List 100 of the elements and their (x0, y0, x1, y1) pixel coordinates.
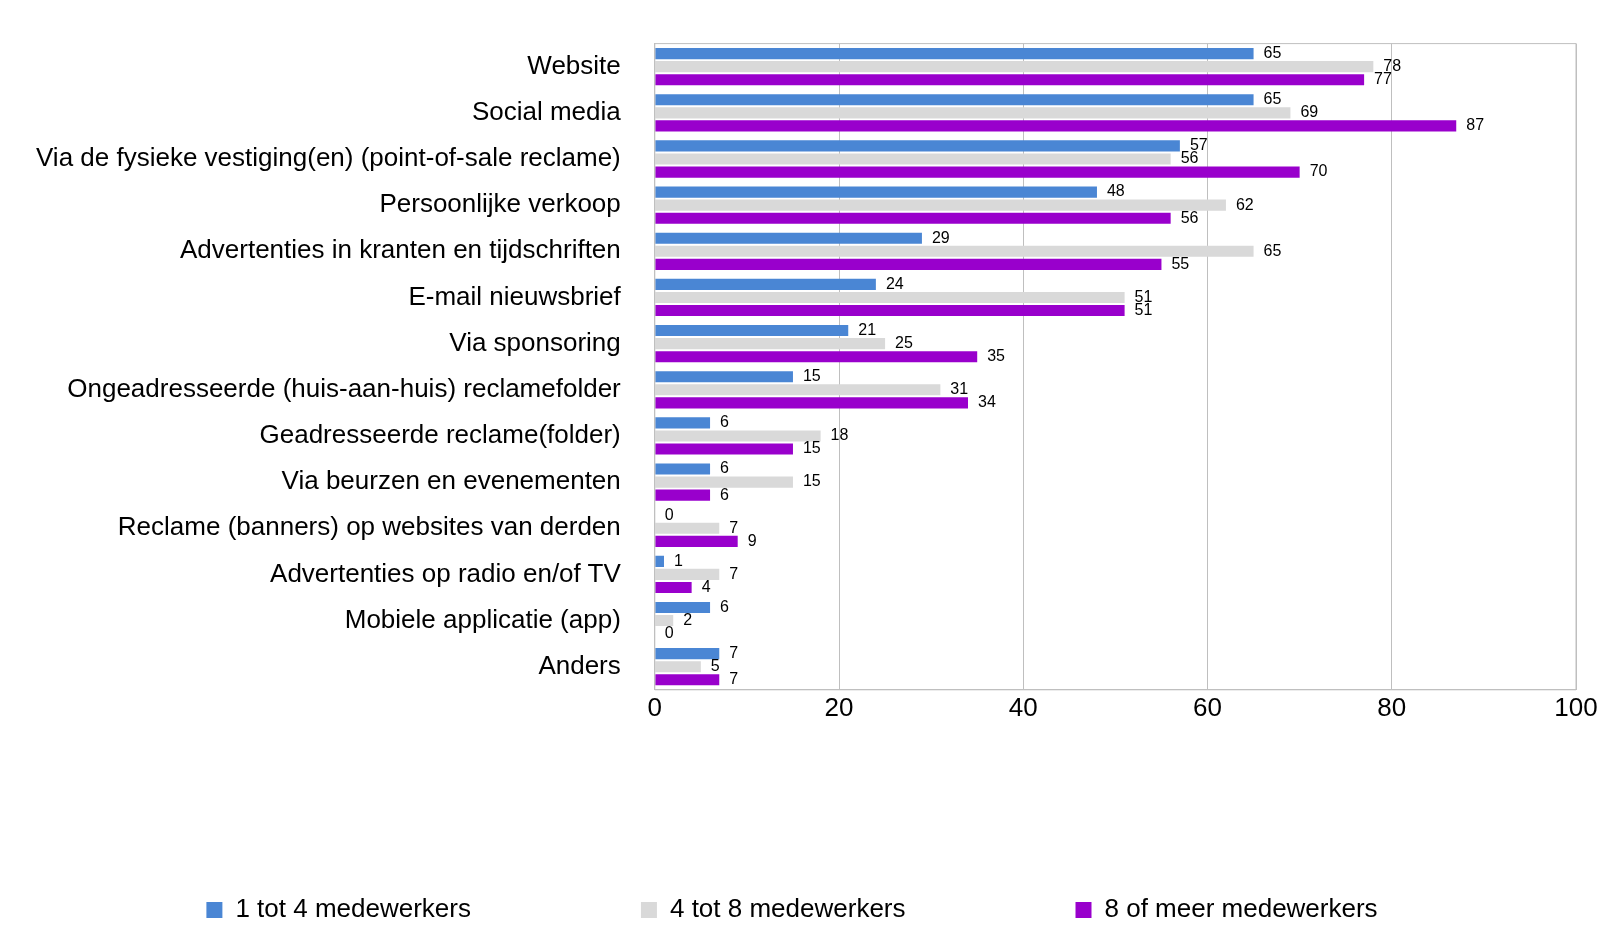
bar (655, 522, 720, 534)
bar (655, 648, 720, 660)
data-label: 6 (720, 413, 730, 431)
bar (655, 48, 1254, 60)
y-tick-label: Anders (538, 649, 621, 680)
bar (655, 258, 1162, 270)
y-tick-label: Via sponsoring (449, 326, 621, 357)
data-label: 31 (950, 380, 969, 398)
data-label: 48 (1106, 182, 1125, 200)
bar (655, 166, 1300, 178)
bar (655, 94, 1254, 106)
y-tick-label: Via de fysieke vestiging(en) (point-of-sale reclame) (35, 142, 621, 173)
data-label: 21 (858, 320, 877, 338)
bar (655, 476, 793, 488)
data-label: 56 (1180, 208, 1199, 226)
bar (655, 351, 978, 363)
bar (655, 535, 738, 547)
data-label: 65 (1263, 90, 1282, 108)
data-label: 25 (895, 334, 913, 352)
bar (655, 615, 674, 627)
bar (655, 61, 1374, 73)
data-label: 15 (802, 472, 821, 490)
x-tick-label: 100 (1554, 691, 1598, 722)
y-tick-label: Advertenties in kranten en tijdschriften (179, 234, 621, 265)
bar (655, 186, 1097, 198)
data-label: 6 (720, 597, 730, 615)
bar (655, 291, 1125, 304)
data-label: 34 (978, 393, 996, 411)
x-tick-label: 0 (647, 691, 663, 722)
bar (655, 430, 821, 442)
bar (655, 417, 711, 429)
bar (655, 324, 849, 337)
data-label: 65 (1263, 241, 1282, 259)
data-label: 7 (729, 518, 739, 536)
data-label: 7 (729, 564, 739, 582)
data-label: 0 (664, 505, 674, 523)
data-label: 87 (1466, 116, 1485, 134)
y-tick-label: Via beurzen en evenementen (281, 465, 621, 496)
data-label: 29 (931, 228, 950, 246)
y-tick-label: Persoonlijke verkoop (379, 188, 621, 219)
bar (655, 674, 720, 686)
data-label: 70 (1309, 162, 1328, 180)
bar (655, 489, 711, 501)
bar (655, 304, 1125, 317)
y-tick-label: Advertenties op radio en/of TV (270, 557, 622, 588)
bar (655, 568, 720, 580)
bar (655, 199, 1226, 211)
y-tick-label: Website (527, 49, 621, 80)
data-label: 65 (1263, 44, 1282, 62)
bar (655, 245, 1254, 257)
bar (655, 232, 922, 244)
y-tick-label: Social media (471, 96, 622, 127)
data-label: 35 (987, 347, 1006, 365)
bar (655, 555, 664, 567)
legend-label: 1 tot 4 medewerkers (235, 893, 471, 924)
x-tick-label: 60 (1193, 691, 1222, 722)
data-label: 62 (1235, 195, 1254, 213)
data-label: 56 (1180, 149, 1199, 167)
x-tick-label: 80 (1377, 691, 1407, 722)
bar (655, 601, 711, 614)
data-label: 7 (729, 644, 739, 662)
data-label: 7 (729, 670, 739, 688)
bar (655, 120, 1457, 132)
bar (655, 661, 701, 673)
data-label: 77 (1374, 70, 1393, 88)
data-label: 4 (701, 577, 711, 595)
bar (655, 74, 1365, 86)
bar (655, 107, 1291, 119)
bar (655, 443, 793, 455)
data-label: 18 (830, 426, 849, 444)
y-tick-label: E-mail nieuwsbrief (408, 280, 622, 311)
bar (655, 212, 1171, 224)
bar (655, 384, 941, 396)
y-tick-label: Reclame (banners) op websites van derden (117, 511, 621, 542)
bar (655, 338, 886, 350)
bar (655, 581, 692, 594)
bar (655, 278, 876, 290)
bar (655, 140, 1180, 152)
data-label: 15 (802, 439, 821, 457)
data-label: 5 (710, 657, 720, 675)
data-label: 24 (885, 274, 904, 292)
data-label: 6 (720, 459, 730, 477)
data-label: 9 (747, 531, 757, 549)
data-label: 1 (674, 551, 683, 569)
data-label: 6 (720, 485, 730, 503)
x-tick-label: 20 (824, 691, 854, 722)
data-label: 69 (1300, 103, 1319, 121)
y-tick-label: Ongeadresseerde (huis-aan-huis) reclamefolder (67, 372, 622, 403)
data-label: 2 (683, 610, 693, 628)
bar (655, 463, 711, 475)
y-tick-label: Mobiele applicatie (app) (344, 603, 621, 634)
data-label: 0 (664, 624, 674, 642)
bar (655, 153, 1171, 165)
legend-label: 8 of meer medewerkers (1104, 893, 1378, 924)
legend-label: 4 tot 8 medewerkers (669, 893, 906, 924)
x-tick-label: 40 (1008, 691, 1038, 722)
data-label: 55 (1171, 254, 1190, 272)
y-tick-label: Geadresseerde reclame(folder) (259, 419, 621, 450)
bar (655, 397, 968, 409)
data-label: 15 (802, 367, 821, 385)
